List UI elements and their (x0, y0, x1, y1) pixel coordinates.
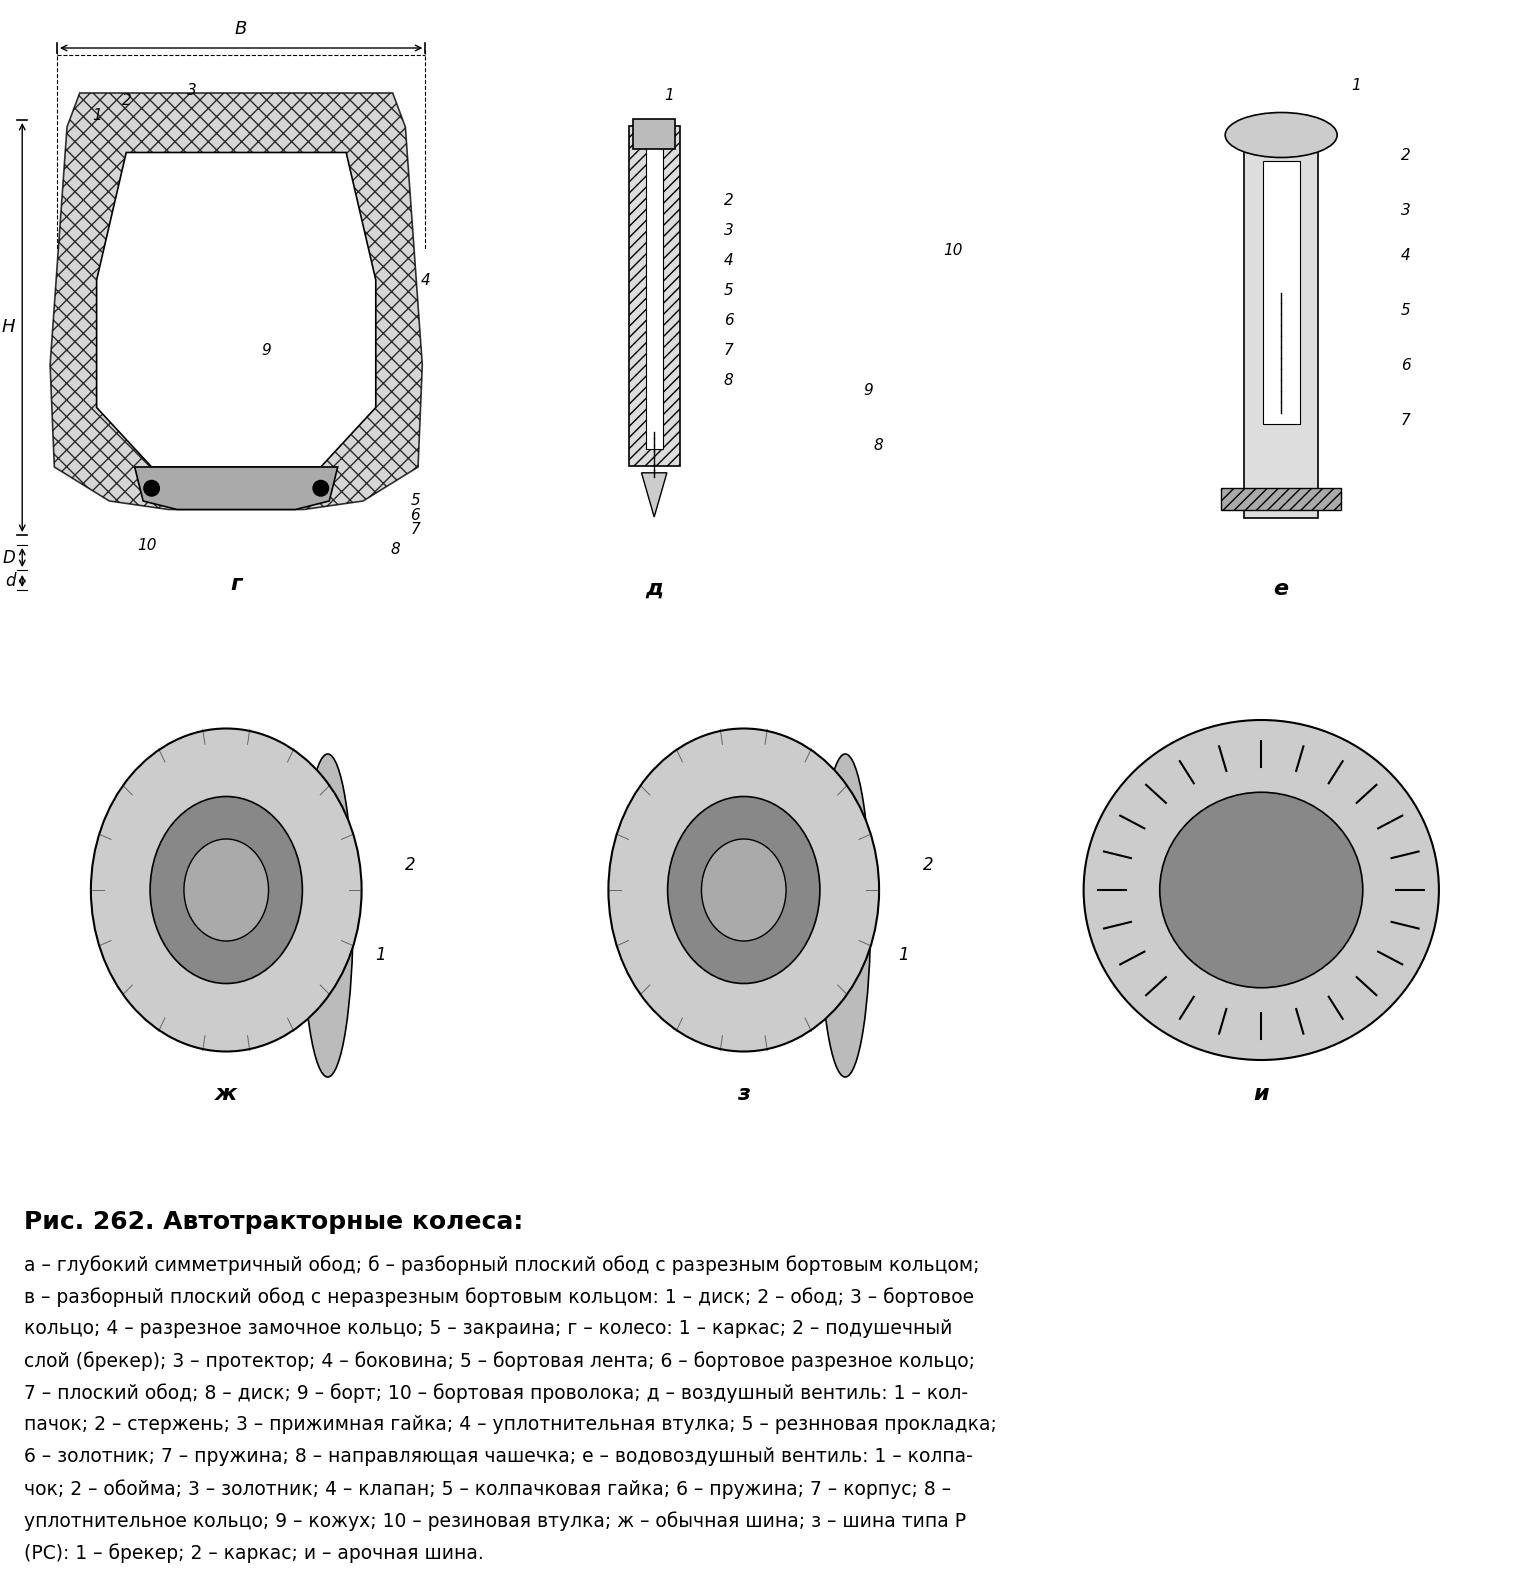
Text: D: D (3, 550, 15, 567)
Text: 6: 6 (1401, 358, 1410, 372)
Text: 6: 6 (723, 312, 734, 328)
Text: 8: 8 (873, 437, 883, 453)
Text: 4: 4 (1401, 247, 1410, 263)
Text: 7: 7 (723, 342, 734, 358)
Circle shape (143, 480, 160, 497)
Polygon shape (641, 472, 667, 516)
Text: чок; 2 – обойма; 3 – золотник; 4 – клапан; 5 – колпачковая гайка; 6 – пружина; 7: чок; 2 – обойма; 3 – золотник; 4 – клапа… (24, 1479, 952, 1498)
Text: 3: 3 (186, 82, 196, 98)
Bar (1263, 162, 1299, 425)
Text: 7: 7 (1401, 412, 1410, 428)
Text: 4: 4 (420, 272, 429, 288)
Text: в – разборный плоский обод с неразрезным бортовым кольцом: 1 – диск; 2 – обод; 3: в – разборный плоский обод с неразрезным… (24, 1286, 975, 1307)
Text: 8: 8 (723, 372, 734, 388)
Text: 10: 10 (943, 242, 963, 258)
Text: г: г (230, 573, 242, 594)
Polygon shape (96, 152, 376, 467)
Text: слой (брекер); 3 – протектор; 4 – боковина; 5 – бортовая лента; 6 – бортовое раз: слой (брекер); 3 – протектор; 4 – бокови… (24, 1351, 975, 1370)
Bar (646, 143, 663, 448)
Text: е: е (1273, 580, 1288, 599)
Polygon shape (50, 93, 422, 510)
Text: 8: 8 (390, 542, 401, 558)
Circle shape (312, 480, 329, 497)
Text: 7 – плоский обод; 8 – диск; 9 – борт; 10 – бортовая проволока; д – воздушный вен: 7 – плоский обод; 8 – диск; 9 – борт; 10… (24, 1383, 969, 1403)
Text: 2: 2 (923, 855, 934, 874)
Text: 2: 2 (405, 855, 416, 874)
Ellipse shape (819, 754, 871, 1077)
Text: 3: 3 (723, 222, 734, 238)
Text: Рис. 262. Автотракторные колеса:: Рис. 262. Автотракторные колеса: (24, 1210, 524, 1234)
Text: 9: 9 (864, 382, 873, 398)
Text: 6 – золотник; 7 – пружина; 8 – направляющая чашечка; е – водовоздушный вентиль: : 6 – золотник; 7 – пружина; 8 – направляю… (24, 1448, 973, 1467)
Ellipse shape (608, 729, 879, 1052)
Text: уплотнительное кольцо; 9 – кожух; 10 – резиновая втулка; ж – обычная шина; з – ш: уплотнительное кольцо; 9 – кожух; 10 – р… (24, 1511, 967, 1530)
Text: 1: 1 (91, 108, 102, 122)
Ellipse shape (184, 840, 268, 941)
Text: Н: Н (2, 318, 15, 336)
Bar (1244, 143, 1319, 518)
Text: 1: 1 (899, 946, 909, 965)
Ellipse shape (702, 840, 786, 941)
Text: 10: 10 (137, 537, 157, 553)
Text: а – глубокий симметричный обод; б – разборный плоский обод с разрезным бортовым : а – глубокий симметричный обод; б – разб… (24, 1255, 979, 1275)
Polygon shape (134, 467, 338, 510)
Text: 9: 9 (260, 342, 271, 358)
Text: В: В (235, 21, 247, 38)
Ellipse shape (151, 797, 303, 984)
Bar (1221, 488, 1340, 510)
Ellipse shape (1084, 721, 1439, 1060)
Text: кольцо; 4 – разрезное замочное кольцо; 5 – закраина; г – колесо: 1 – каркас; 2 –: кольцо; 4 – разрезное замочное кольцо; 5… (24, 1319, 952, 1338)
Text: з: з (737, 1083, 751, 1104)
Text: 2: 2 (723, 193, 734, 208)
Text: 4: 4 (723, 252, 734, 268)
Text: 2: 2 (122, 92, 131, 108)
Text: (РС): 1 – брекер; 2 – каркас; и – арочная шина.: (РС): 1 – брекер; 2 – каркас; и – арочна… (24, 1543, 484, 1563)
Bar (634, 119, 675, 149)
Text: 7: 7 (411, 523, 420, 537)
Text: 6: 6 (411, 507, 420, 523)
Text: д: д (646, 580, 663, 599)
Text: ж: ж (215, 1083, 238, 1104)
Text: пачок; 2 – стержень; 3 – прижимная гайка; 4 – уплотнительная втулка; 5 – резннов: пачок; 2 – стержень; 3 – прижимная гайка… (24, 1415, 998, 1434)
Ellipse shape (1224, 112, 1337, 157)
Text: и: и (1253, 1083, 1269, 1104)
Bar (629, 127, 679, 466)
Ellipse shape (303, 754, 353, 1077)
Ellipse shape (667, 797, 819, 984)
Text: 1: 1 (1351, 78, 1360, 92)
Text: 1: 1 (664, 87, 673, 103)
Text: 5: 5 (1401, 303, 1410, 317)
Ellipse shape (91, 729, 361, 1052)
Text: d: d (5, 572, 15, 589)
Text: 5: 5 (723, 282, 734, 298)
Text: 2: 2 (1401, 147, 1410, 163)
Text: 3: 3 (1401, 203, 1410, 217)
Ellipse shape (1159, 792, 1363, 988)
Text: 5: 5 (411, 493, 420, 507)
Text: 1: 1 (376, 946, 387, 965)
